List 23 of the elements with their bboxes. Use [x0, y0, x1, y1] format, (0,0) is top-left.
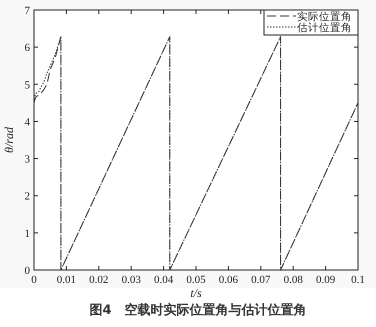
- y-tick-label: 4: [24, 116, 30, 128]
- y-tick-label: 2: [24, 190, 30, 203]
- x-tick-label: 0.1: [351, 274, 365, 286]
- x-tick-label: 0.04: [154, 274, 174, 286]
- y-tick-label: 3: [24, 154, 30, 166]
- y-axis-title: θ/rad: [2, 126, 16, 153]
- x-tick-label: 0.06: [218, 274, 239, 286]
- x-tick-label: 0.08: [284, 274, 304, 286]
- x-tick-label: 0.07: [251, 274, 271, 286]
- x-tick-label: 0.05: [186, 274, 206, 286]
- y-tick-label: 1: [24, 228, 30, 240]
- x-tick-label: 0.01: [56, 274, 76, 286]
- y-tick-label: 5: [24, 79, 30, 92]
- y-tick-label: 0: [24, 265, 30, 277]
- y-tick-label: 6: [24, 42, 30, 54]
- x-tick-label: 0.03: [122, 274, 142, 286]
- y-tick-label: 7: [24, 5, 30, 17]
- text: 图4 空载时实际位置角与估计位置角: [89, 302, 307, 318]
- legend-label: 实际位置角: [297, 10, 352, 23]
- x-axis-title: t/s: [190, 286, 202, 300]
- x-tick-label: 0.02: [89, 274, 108, 286]
- legend-label: 估计位置角: [297, 21, 352, 34]
- x-tick-label: 0.09: [316, 274, 336, 286]
